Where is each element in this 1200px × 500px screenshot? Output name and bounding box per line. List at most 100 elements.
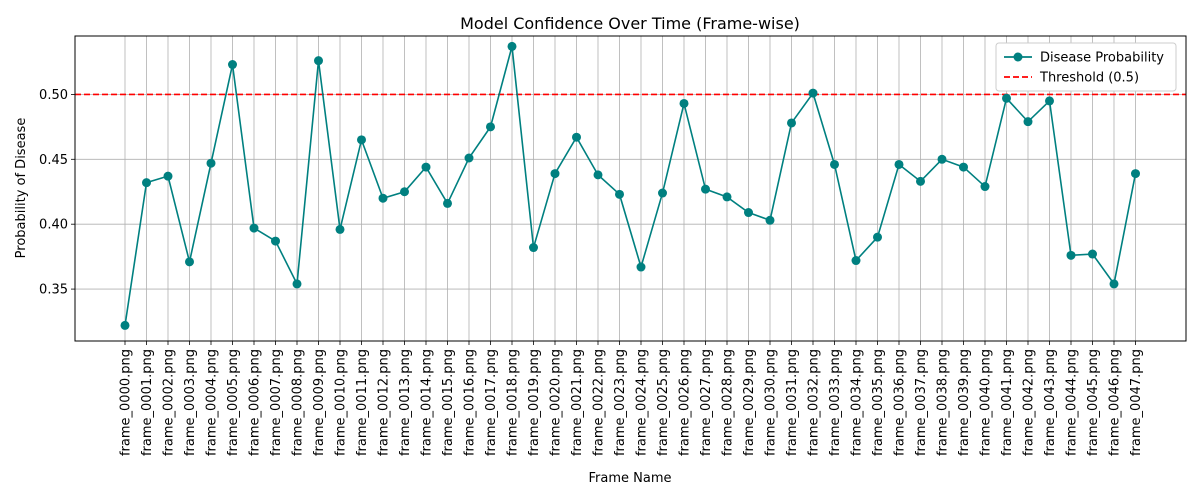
data-point <box>851 256 861 266</box>
x-tick-label: frame_0007.png <box>269 349 284 456</box>
x-tick-label: frame_0000.png <box>119 349 134 456</box>
x-tick-label: frame_0025.png <box>656 349 671 456</box>
legend-series-label: Disease Probability <box>1040 51 1164 66</box>
data-point <box>1023 117 1033 127</box>
data-point <box>830 159 839 169</box>
data-point <box>378 193 388 203</box>
data-point <box>916 176 925 186</box>
data-point <box>808 88 818 98</box>
legend-box <box>995 42 1177 92</box>
data-point <box>873 232 882 242</box>
x-tick-label: frame_0009.png <box>312 349 327 456</box>
x-tick-label: frame_0005.png <box>226 349 241 456</box>
x-tick-label: frame_0020.png <box>549 349 564 456</box>
x-tick-label: frame_0012.png <box>377 349 392 456</box>
x-tick-label: frame_0014.png <box>420 349 435 456</box>
legend-threshold-label: Threshold (0.5) <box>1039 71 1139 86</box>
x-ticks: frame_0000.png frame_0001.png frame_0002.p… <box>119 341 1144 456</box>
data-point <box>615 189 624 199</box>
series-line <box>124 46 1137 326</box>
data-point <box>722 192 732 202</box>
data-point <box>271 236 280 246</box>
data-point <box>1045 96 1054 106</box>
data-point <box>529 243 538 253</box>
plot-frame <box>74 35 1187 342</box>
legend: Disease Probability Threshold (0.5) <box>995 42 1177 92</box>
data-point <box>335 224 345 234</box>
y-ticks: 0.35 0.40 0.45 0.50 <box>39 88 75 298</box>
x-tick-label: frame_0016.png <box>463 349 478 456</box>
data-point <box>421 162 431 172</box>
x-tick-label: frame_0031.png <box>785 349 800 456</box>
x-tick-label: frame_0026.png <box>678 349 693 456</box>
x-tick-label: frame_0002.png <box>162 349 177 456</box>
data-point <box>486 122 495 132</box>
x-tick-label: frame_0027.png <box>699 349 714 456</box>
x-tick-label: frame_0013.png <box>398 349 413 456</box>
x-tick-label: frame_0033.png <box>828 349 843 456</box>
data-point <box>787 118 796 128</box>
data-point <box>744 208 753 218</box>
x-axis-label: Frame Name <box>589 471 672 486</box>
x-tick-label: frame_0011.png <box>355 349 370 456</box>
x-tick-label: frame_0034.png <box>850 349 865 456</box>
x-tick-label: frame_0030.png <box>764 349 779 456</box>
x-tick-label: frame_0021.png <box>570 349 585 456</box>
x-tick-label: frame_0019.png <box>527 349 542 456</box>
data-point <box>314 56 323 66</box>
x-tick-label: frame_0038.png <box>936 349 951 456</box>
x-tick-label: frame_0022.png <box>592 349 607 456</box>
data-point <box>163 171 173 181</box>
y-axis-label: Probability of Disease <box>14 118 29 259</box>
data-point <box>249 223 259 233</box>
x-tick-label: frame_0043.png <box>1043 349 1058 456</box>
data-point <box>658 188 667 198</box>
series-group <box>120 41 1140 330</box>
data-point <box>1088 249 1097 259</box>
data-point <box>443 198 452 208</box>
data-point <box>1109 279 1119 289</box>
data-point <box>1002 93 1011 103</box>
data-point <box>1131 169 1140 179</box>
y-tick-label: 0.45 <box>39 153 68 168</box>
x-tick-label: frame_0028.png <box>721 349 736 456</box>
data-point <box>937 154 947 164</box>
x-tick-label: frame_0037.png <box>914 349 929 456</box>
x-tick-label: frame_0004.png <box>205 349 220 456</box>
x-tick-label: frame_0044.png <box>1065 349 1080 456</box>
x-tick-label: frame_0008.png <box>291 349 306 456</box>
data-point <box>464 153 474 163</box>
x-tick-label: frame_0001.png <box>140 349 155 456</box>
data-point <box>1066 250 1076 260</box>
x-tick-label: frame_0036.png <box>893 349 908 456</box>
data-point <box>292 279 302 289</box>
data-point <box>185 257 194 267</box>
x-tick-label: frame_0015.png <box>441 349 456 456</box>
x-tick-label: frame_0017.png <box>484 349 499 456</box>
data-point <box>593 170 603 180</box>
x-tick-label: frame_0046.png <box>1108 349 1123 456</box>
x-tick-label: frame_0010.png <box>334 349 349 456</box>
data-point <box>980 182 990 192</box>
data-point <box>357 135 366 145</box>
data-point <box>679 98 689 108</box>
data-point <box>228 60 237 70</box>
data-point <box>400 187 409 197</box>
x-tick-label: frame_0039.png <box>957 349 972 456</box>
x-tick-label: frame_0003.png <box>183 349 198 456</box>
data-point <box>959 162 968 172</box>
x-tick-label: frame_0018.png <box>506 349 521 456</box>
x-tick-label: frame_0047.png <box>1129 349 1144 456</box>
data-point <box>572 132 581 142</box>
data-point <box>894 159 904 169</box>
data-point <box>765 215 775 225</box>
x-tick-label: frame_0042.png <box>1022 349 1037 456</box>
data-point <box>507 41 517 51</box>
x-tick-label: frame_0023.png <box>613 349 628 456</box>
x-tick-label: frame_0024.png <box>635 349 650 456</box>
grid <box>75 36 1186 341</box>
chart-title: Model Confidence Over Time (Frame-wise) <box>460 14 800 33</box>
x-tick-label: frame_0006.png <box>248 349 263 456</box>
y-tick-label: 0.50 <box>39 88 68 103</box>
